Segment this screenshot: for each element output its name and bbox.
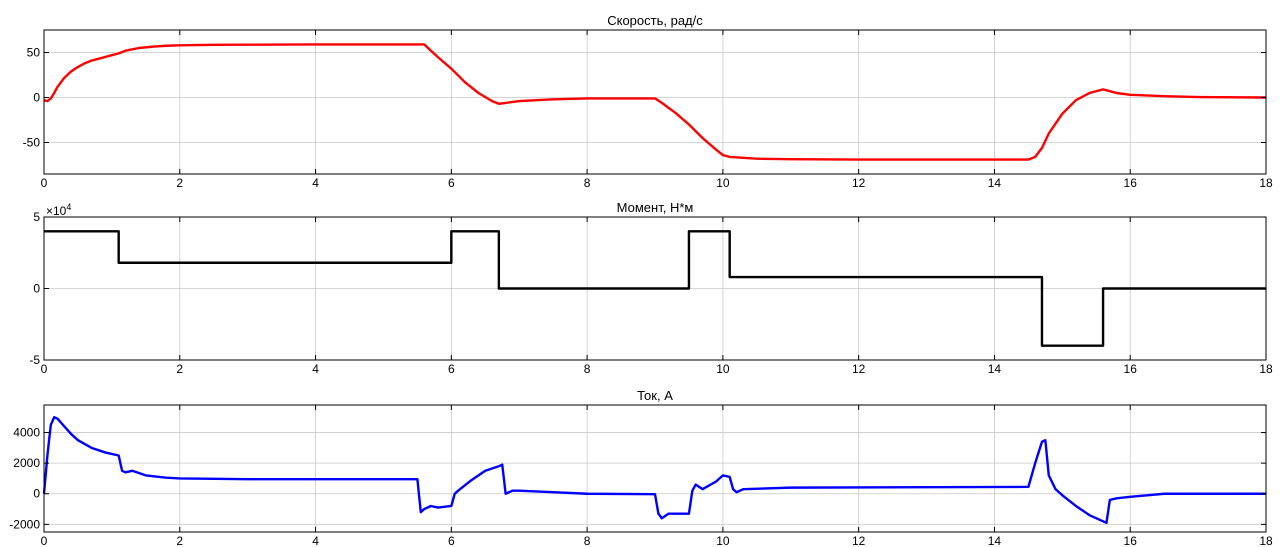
x-tick-label: 10 [716, 362, 730, 376]
x-tick-label: 2 [176, 362, 183, 376]
chart-title: Ток, А [637, 388, 673, 403]
y-tick-label: 2000 [13, 456, 40, 470]
chart-panel-1: 0 2 4 6 8 10 12 14 16 18 50 0 -50 Скорость, рад/с [23, 13, 1273, 190]
x-tick-label: 6 [448, 362, 455, 376]
x-tick-label: 2 [176, 534, 183, 547]
series-line-1 [42, 416, 1266, 525]
x-tick-label: 18 [1259, 534, 1273, 547]
x-tick-label: 10 [716, 534, 730, 547]
x-tick-label: 4 [312, 362, 319, 376]
x-tick-label: 4 [312, 176, 319, 190]
x-tick-label: 12 [852, 176, 866, 190]
x-tick-label: 0 [41, 534, 48, 547]
y-tick-label: -5 [29, 353, 40, 367]
x-tick-label: 8 [584, 534, 591, 547]
y-tick-label: 50 [27, 46, 41, 60]
axes-frame [43, 29, 1267, 175]
chart-title: Момент, Н*м [617, 200, 694, 215]
y-tick-label: 0 [33, 282, 40, 296]
y-tick-label: -50 [23, 136, 41, 150]
x-tick-label: 12 [852, 362, 866, 376]
series-line-1 [43, 43, 1267, 161]
x-tick-label: 18 [1259, 362, 1273, 376]
x-tick-label: 6 [448, 176, 455, 190]
x-tick-label: 8 [584, 362, 591, 376]
plot-area [44, 30, 1266, 174]
axes-frame [43, 404, 1267, 533]
y-tick-label: 5 [33, 210, 40, 224]
x-tick-label: 2 [176, 176, 183, 190]
series-line-1 [44, 230, 1266, 347]
x-tick-label: 18 [1259, 176, 1273, 190]
x-tick-label: 0 [41, 176, 48, 190]
x-tick-label: 4 [312, 534, 319, 547]
x-tick-label: 12 [852, 534, 866, 547]
x-tick-label: 10 [716, 176, 730, 190]
x-tick-label: 8 [584, 176, 591, 190]
x-tick-label: 16 [1124, 534, 1138, 547]
x-tick-label: 16 [1124, 362, 1138, 376]
x-tick-label: 14 [988, 176, 1002, 190]
y-tick-label: 0 [33, 487, 40, 501]
x-tick-label: 6 [448, 534, 455, 547]
y-tick-label: -2000 [9, 517, 40, 531]
axis-multiplier-label: ×104 [46, 202, 71, 218]
y-tick-label: 0 [33, 91, 40, 105]
x-tick-label: 16 [1124, 176, 1138, 190]
x-tick-label: 14 [988, 534, 1002, 547]
x-tick-label: 14 [988, 362, 1002, 376]
axis-multiplier-exponent: 4 [66, 202, 71, 212]
chart-title: Скорость, рад/с [607, 13, 703, 28]
plot-area [44, 405, 1266, 532]
x-tick-label: 0 [41, 362, 48, 376]
y-tick-label: 4000 [13, 426, 40, 440]
